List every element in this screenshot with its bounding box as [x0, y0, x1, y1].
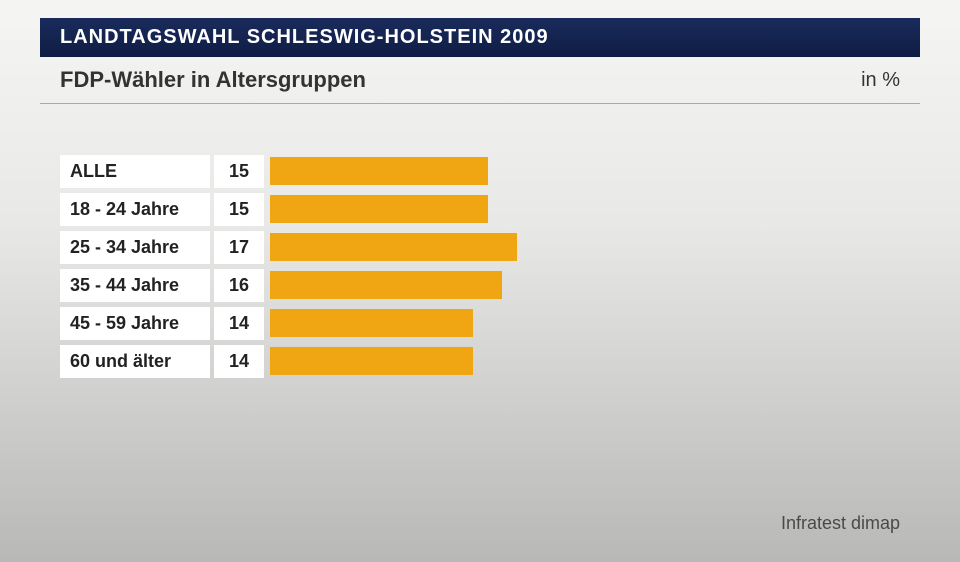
row-value: 14 — [214, 307, 264, 340]
chart-row: 45 - 59 Jahre 14 — [60, 306, 900, 340]
bar — [270, 157, 488, 185]
chart-unit: in % — [861, 69, 900, 92]
chart-subtitle: FDP-Wähler in Altersgruppen — [60, 67, 366, 93]
bar-track — [270, 157, 900, 185]
row-label: 60 und älter — [60, 345, 210, 378]
bar-track — [270, 271, 900, 299]
bar — [270, 195, 488, 223]
row-label: ALLE — [60, 155, 210, 188]
source-attribution: Infratest dimap — [781, 513, 900, 534]
bar — [270, 347, 473, 375]
chart-row: 18 - 24 Jahre 15 — [60, 192, 900, 226]
row-label: 35 - 44 Jahre — [60, 269, 210, 302]
chart-row: 25 - 34 Jahre 17 — [60, 230, 900, 264]
row-label: 45 - 59 Jahre — [60, 307, 210, 340]
row-value: 16 — [214, 269, 264, 302]
row-value: 14 — [214, 345, 264, 378]
subheader: FDP-Wähler in Altersgruppen in % — [40, 63, 920, 104]
bar-track — [270, 309, 900, 337]
row-value: 17 — [214, 231, 264, 264]
chart-row: ALLE 15 — [60, 154, 900, 188]
bar-track — [270, 347, 900, 375]
bar — [270, 233, 517, 261]
chart-row: 60 und älter 14 — [60, 344, 900, 378]
header-banner: LANDTAGSWAHL SCHLESWIG-HOLSTEIN 2009 — [40, 18, 920, 57]
header-title: LANDTAGSWAHL SCHLESWIG-HOLSTEIN 2009 — [60, 26, 549, 48]
row-label: 18 - 24 Jahre — [60, 193, 210, 226]
bar-track — [270, 195, 900, 223]
row-label: 25 - 34 Jahre — [60, 231, 210, 264]
bar-track — [270, 233, 900, 261]
chart-row: 35 - 44 Jahre 16 — [60, 268, 900, 302]
bar — [270, 271, 502, 299]
row-value: 15 — [214, 155, 264, 188]
chart-area: ALLE 15 18 - 24 Jahre 15 25 - 34 Jahre 1… — [40, 154, 920, 378]
row-value: 15 — [214, 193, 264, 226]
bar — [270, 309, 473, 337]
